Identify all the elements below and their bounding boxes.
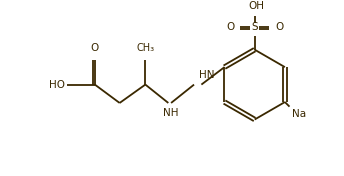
Text: OH: OH xyxy=(248,1,265,11)
Text: NH: NH xyxy=(163,108,179,118)
Text: HO: HO xyxy=(50,80,65,90)
Text: O: O xyxy=(91,43,99,53)
Text: O: O xyxy=(226,22,235,32)
Text: O: O xyxy=(275,22,283,32)
Text: CH₃: CH₃ xyxy=(136,43,154,53)
Text: HN: HN xyxy=(198,70,214,80)
Text: Na: Na xyxy=(292,109,307,119)
Text: S: S xyxy=(251,22,258,32)
